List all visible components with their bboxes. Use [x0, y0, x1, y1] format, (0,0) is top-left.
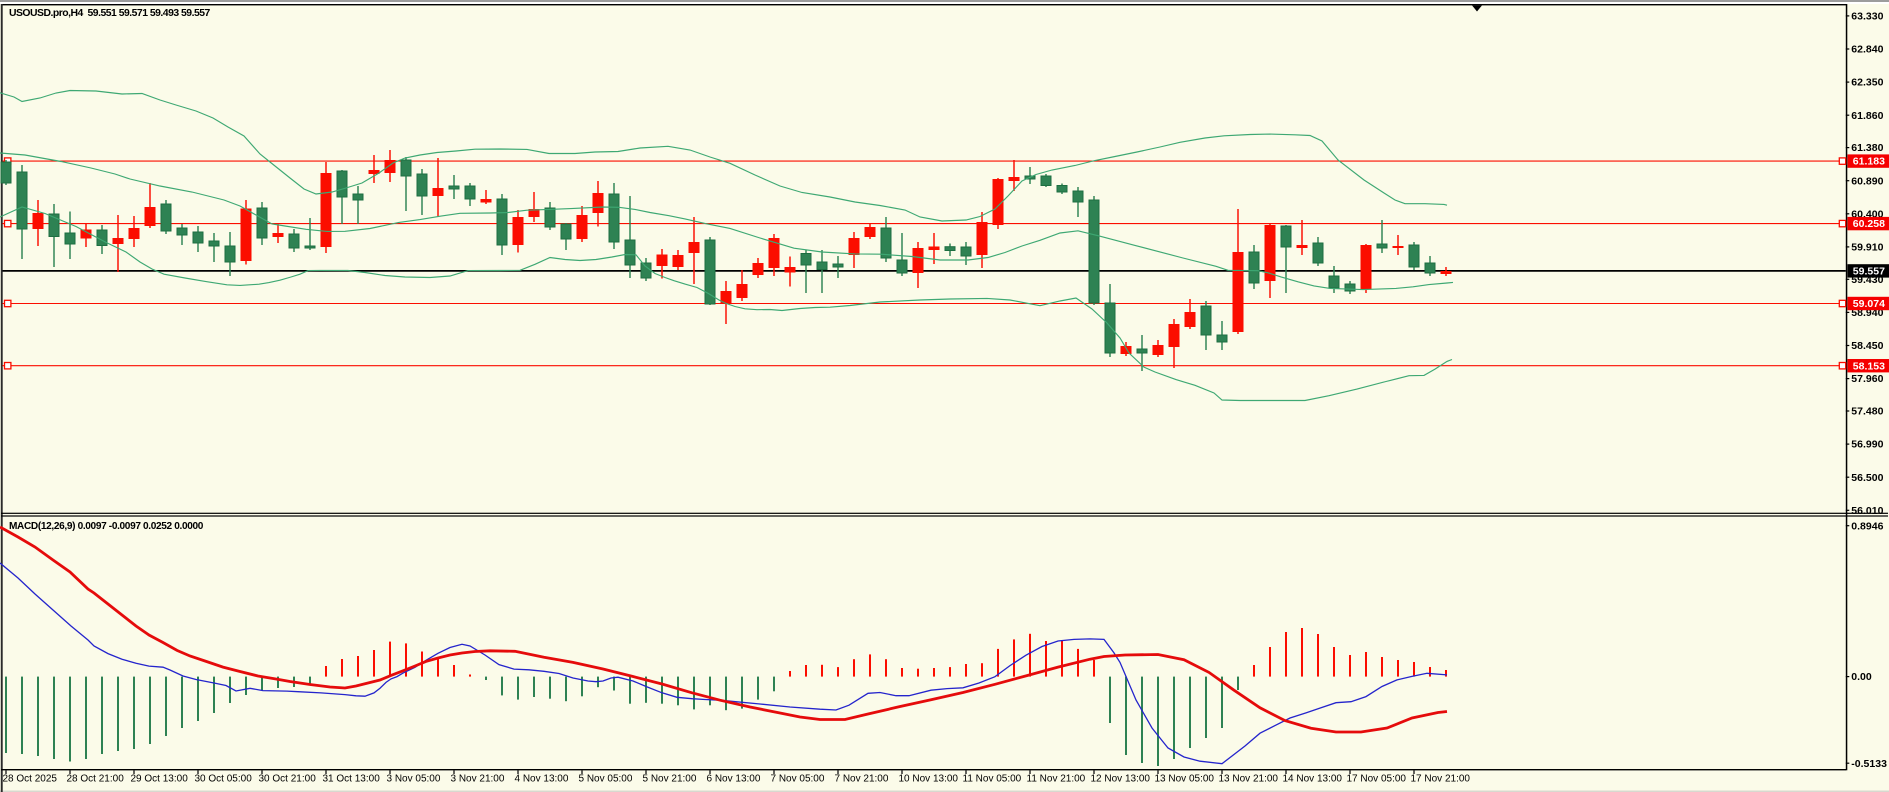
svg-text:5 Nov 21:00: 5 Nov 21:00 [643, 774, 697, 785]
svg-text:61.183: 61.183 [1853, 156, 1885, 168]
svg-text:USOUSD.pro,H4 59.551 59.571 5: USOUSD.pro,H4 59.551 59.571 59.493 59.55… [9, 8, 211, 19]
svg-text:62.350: 62.350 [1851, 77, 1883, 89]
svg-text:17 Nov 05:00: 17 Nov 05:00 [1347, 774, 1407, 785]
svg-text:-0.5133: -0.5133 [1851, 758, 1887, 770]
svg-text:29 Oct 13:00: 29 Oct 13:00 [131, 774, 189, 785]
svg-text:11 Nov 05:00: 11 Nov 05:00 [963, 774, 1022, 785]
svg-text:56.010: 56.010 [1851, 505, 1883, 517]
svg-text:12 Nov 13:00: 12 Nov 13:00 [1091, 774, 1151, 785]
svg-text:13 Nov 21:00: 13 Nov 21:00 [1219, 774, 1279, 785]
svg-text:31 Oct 13:00: 31 Oct 13:00 [323, 774, 381, 785]
svg-text:5 Nov 05:00: 5 Nov 05:00 [579, 774, 633, 785]
svg-text:28 Oct 21:00: 28 Oct 21:00 [67, 774, 125, 785]
svg-text:6 Nov 13:00: 6 Nov 13:00 [707, 774, 761, 785]
svg-text:7 Nov 21:00: 7 Nov 21:00 [835, 774, 889, 785]
svg-text:61.380: 61.380 [1851, 142, 1883, 154]
svg-text:61.860: 61.860 [1851, 110, 1883, 122]
svg-text:60.258: 60.258 [1853, 218, 1885, 230]
svg-text:14 Nov 13:00: 14 Nov 13:00 [1283, 774, 1343, 785]
svg-text:4 Nov 13:00: 4 Nov 13:00 [515, 774, 569, 785]
svg-text:0.8946: 0.8946 [1851, 520, 1883, 532]
svg-text:62.840: 62.840 [1851, 44, 1883, 56]
svg-text:63.330: 63.330 [1851, 11, 1883, 23]
svg-text:58.153: 58.153 [1853, 360, 1885, 372]
svg-text:0.00: 0.00 [1851, 671, 1872, 683]
svg-text:56.990: 56.990 [1851, 439, 1883, 451]
svg-text:3 Nov 21:00: 3 Nov 21:00 [451, 774, 505, 785]
svg-text:13 Nov 05:00: 13 Nov 05:00 [1155, 774, 1215, 785]
svg-text:56.500: 56.500 [1851, 472, 1883, 484]
svg-text:17 Nov 21:00: 17 Nov 21:00 [1411, 774, 1471, 785]
svg-text:60.890: 60.890 [1851, 175, 1883, 187]
svg-text:59.074: 59.074 [1853, 298, 1885, 310]
svg-text:30 Oct 21:00: 30 Oct 21:00 [259, 774, 317, 785]
svg-text:11 Nov 21:00: 11 Nov 21:00 [1027, 774, 1086, 785]
svg-text:30 Oct 05:00: 30 Oct 05:00 [195, 774, 253, 785]
svg-text:28 Oct 2025: 28 Oct 2025 [3, 774, 58, 785]
svg-text:MACD(12,26,9) 0.0097 -0.0097 0: MACD(12,26,9) 0.0097 -0.0097 0.0252 0.00… [9, 521, 204, 532]
svg-text:57.480: 57.480 [1851, 406, 1883, 418]
svg-text:3 Nov 05:00: 3 Nov 05:00 [387, 774, 441, 785]
svg-text:58.450: 58.450 [1851, 340, 1883, 352]
svg-text:59.910: 59.910 [1851, 242, 1883, 254]
svg-text:10 Nov 13:00: 10 Nov 13:00 [899, 774, 959, 785]
svg-text:57.960: 57.960 [1851, 373, 1883, 385]
svg-text:7 Nov 05:00: 7 Nov 05:00 [771, 774, 825, 785]
svg-text:59.557: 59.557 [1853, 266, 1885, 278]
